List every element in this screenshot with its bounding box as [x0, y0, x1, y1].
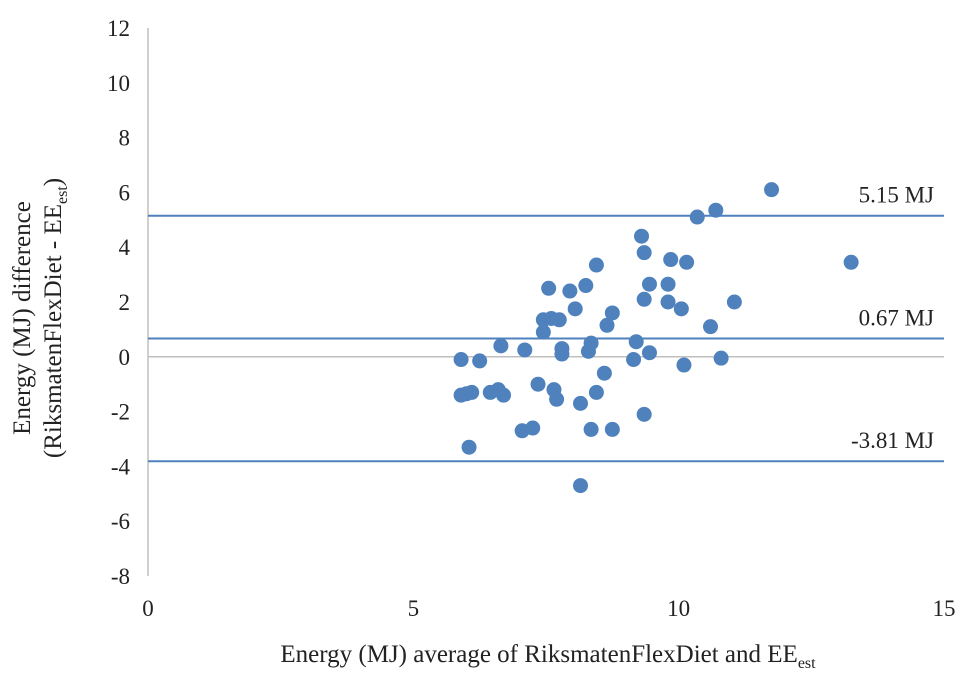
- y-tick-label: 4: [119, 235, 131, 260]
- data-point: [641, 345, 657, 361]
- x-tick-label: 5: [408, 596, 420, 621]
- data-point: [604, 305, 620, 321]
- y-tick-label: 8: [119, 126, 131, 151]
- x-axis-title: Energy (MJ) average of RiksmatenFlexDiet…: [280, 641, 816, 672]
- data-point: [636, 245, 652, 261]
- data-point: [588, 257, 604, 273]
- data-point: [517, 342, 533, 358]
- data-point: [660, 294, 676, 310]
- data-point: [453, 352, 469, 368]
- y-tick-label: 10: [107, 71, 130, 96]
- data-point: [583, 421, 599, 437]
- y-axis-title-line2: (RiksmatenFlexDiet - EEest): [40, 178, 71, 458]
- data-point: [596, 365, 612, 381]
- data-point: [726, 294, 742, 310]
- data-point: [578, 278, 594, 294]
- data-points: [453, 182, 859, 494]
- data-point: [554, 341, 570, 357]
- data-point: [708, 202, 724, 218]
- y-tick-label: -4: [111, 454, 131, 479]
- data-point: [843, 254, 859, 270]
- data-point: [764, 182, 780, 198]
- data-point: [713, 350, 729, 366]
- plot-area: 5.15 MJ 0.67 MJ -3.81 MJ: [147, 28, 944, 576]
- x-tick-labels: 0 5 10 15: [142, 596, 955, 621]
- y-tick-label: 0: [119, 345, 131, 370]
- data-point: [493, 338, 509, 354]
- y-tick-label: 6: [119, 180, 131, 205]
- data-point: [551, 312, 567, 328]
- data-point: [461, 439, 477, 455]
- data-point: [604, 421, 620, 437]
- data-point: [572, 395, 588, 411]
- data-point: [599, 317, 615, 333]
- x-tick-label: 15: [933, 596, 956, 621]
- reference-line-label: -3.81 MJ: [851, 428, 934, 453]
- y-axis-title: Energy (MJ) difference (RiksmatenFlexDie…: [9, 178, 71, 458]
- data-point: [689, 209, 705, 225]
- data-point: [641, 276, 657, 292]
- data-point: [496, 387, 512, 403]
- data-point: [626, 352, 642, 368]
- data-point: [628, 334, 644, 350]
- data-point: [636, 291, 652, 307]
- data-point: [472, 353, 488, 369]
- y-tick-label: 12: [107, 16, 130, 41]
- data-point: [535, 324, 551, 340]
- x-tick-label: 10: [667, 596, 690, 621]
- data-point: [676, 357, 692, 373]
- y-axis-title-line1: Energy (MJ) difference: [9, 201, 36, 435]
- reference-line-label: 0.67 MJ: [859, 305, 934, 330]
- data-point: [634, 228, 650, 244]
- data-point: [588, 384, 604, 400]
- y-tick-label: 2: [119, 290, 131, 315]
- x-tick-label: 0: [142, 596, 154, 621]
- data-point: [636, 406, 652, 422]
- data-point: [562, 283, 578, 299]
- data-point: [663, 252, 679, 268]
- y-tick-label: -2: [111, 400, 130, 425]
- data-point: [549, 391, 565, 407]
- reference-lines: 5.15 MJ 0.67 MJ -3.81 MJ: [148, 183, 944, 463]
- reference-line-label: 5.15 MJ: [859, 183, 934, 208]
- y-tick-label: -6: [111, 509, 130, 534]
- data-point: [703, 319, 719, 335]
- y-tick-labels: -8 -6 -4 -2 0 2 4 6 8 10 12: [107, 16, 131, 589]
- data-point: [673, 301, 689, 317]
- y-tick-label: -8: [111, 564, 130, 589]
- data-point: [525, 420, 541, 436]
- data-point: [679, 254, 695, 270]
- data-point: [660, 276, 676, 292]
- data-point: [464, 384, 480, 400]
- data-point: [572, 478, 588, 494]
- data-point: [530, 376, 546, 392]
- data-point: [583, 335, 599, 351]
- data-point: [567, 301, 583, 317]
- data-point: [541, 280, 557, 296]
